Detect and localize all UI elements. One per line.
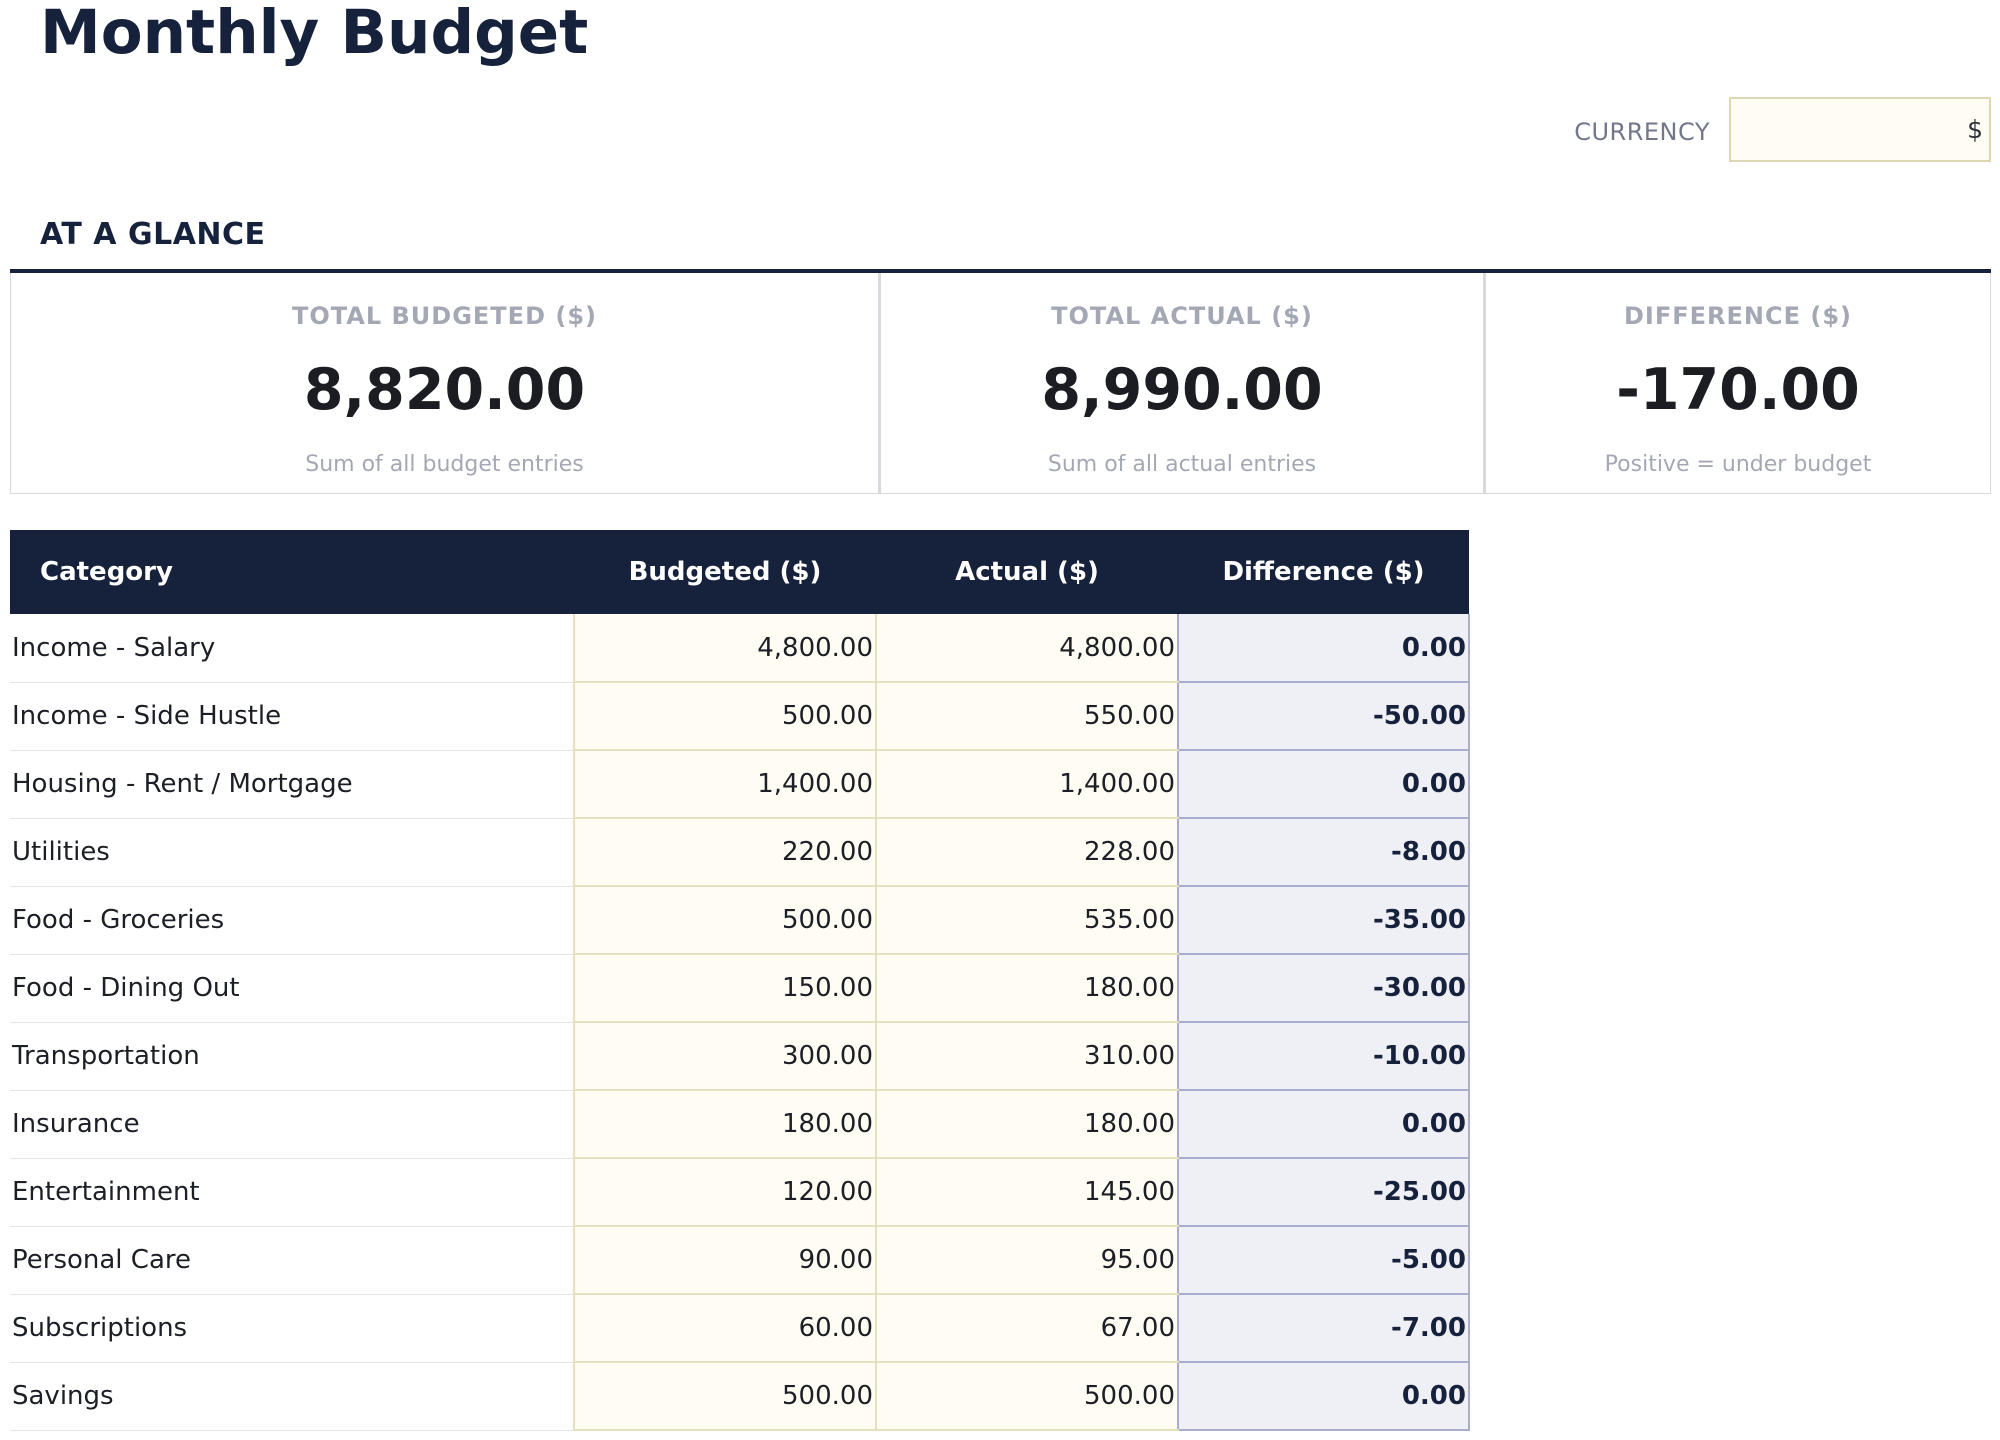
- table-row: Utilities 220.00 228.00 -8.00: [10, 818, 1470, 887]
- card-label: TOTAL ACTUAL ($): [1051, 302, 1313, 330]
- currency-label: CURRENCY: [1574, 118, 1710, 146]
- table-row: Income - Salary 4,800.00 4,800.00 0.00: [10, 614, 1470, 683]
- page-title: Monthly Budget: [40, 0, 589, 68]
- difference-cell: 0.00: [1177, 1362, 1470, 1431]
- category-cell: Subscriptions: [10, 1294, 574, 1363]
- column-header-category: Category: [10, 530, 574, 614]
- category-cell: Transportation: [10, 1022, 574, 1091]
- difference-cell: 0.00: [1177, 750, 1470, 819]
- difference-cell: -10.00: [1177, 1022, 1470, 1091]
- currency-input[interactable]: [1729, 97, 1991, 162]
- category-cell: Entertainment: [10, 1158, 574, 1227]
- table-row: Personal Care 90.00 95.00 -5.00: [10, 1226, 1470, 1295]
- actual-cell[interactable]: 550.00: [875, 682, 1179, 751]
- total-budgeted-card: TOTAL BUDGETED ($) 8,820.00 Sum of all b…: [10, 273, 879, 494]
- at-a-glance-heading: AT A GLANCE: [40, 217, 266, 252]
- category-cell: Personal Care: [10, 1226, 574, 1295]
- category-cell: Insurance: [10, 1090, 574, 1159]
- column-header-actual: Actual ($): [876, 530, 1178, 614]
- difference-cell: -25.00: [1177, 1158, 1470, 1227]
- card-note: Sum of all actual entries: [1047, 452, 1317, 477]
- table-row: Savings 500.00 500.00 0.00: [10, 1362, 1470, 1431]
- category-cell: Income - Side Hustle: [10, 682, 574, 751]
- actual-cell[interactable]: 1,400.00: [875, 750, 1179, 819]
- table-row: Subscriptions 60.00 67.00 -7.00: [10, 1294, 1470, 1363]
- category-cell: Food - Groceries: [10, 886, 574, 955]
- category-cell: Utilities: [10, 818, 574, 887]
- actual-cell[interactable]: 310.00: [875, 1022, 1179, 1091]
- budgeted-cell[interactable]: 150.00: [573, 954, 877, 1023]
- table-row: Food - Dining Out 150.00 180.00 -30.00: [10, 954, 1470, 1023]
- card-value: 8,990.00: [1041, 357, 1323, 423]
- column-header-difference: Difference ($): [1178, 530, 1469, 614]
- card-value: -170.00: [1616, 357, 1860, 423]
- difference-cell: -7.00: [1177, 1294, 1470, 1363]
- table-row: Income - Side Hustle 500.00 550.00 -50.0…: [10, 682, 1470, 751]
- actual-cell[interactable]: 4,800.00: [875, 614, 1179, 683]
- budgeted-cell[interactable]: 4,800.00: [573, 614, 877, 683]
- actual-cell[interactable]: 228.00: [875, 818, 1179, 887]
- table-row: Food - Groceries 500.00 535.00 -35.00: [10, 886, 1470, 955]
- budgeted-cell[interactable]: 300.00: [573, 1022, 877, 1091]
- column-header-budgeted: Budgeted ($): [574, 530, 876, 614]
- actual-cell[interactable]: 180.00: [875, 954, 1179, 1023]
- budgeted-cell[interactable]: 1,400.00: [573, 750, 877, 819]
- category-cell: Food - Dining Out: [10, 954, 574, 1023]
- actual-cell[interactable]: 535.00: [875, 886, 1179, 955]
- actual-cell[interactable]: 180.00: [875, 1090, 1179, 1159]
- category-cell: Housing - Rent / Mortgage: [10, 750, 574, 819]
- difference-cell: -50.00: [1177, 682, 1470, 751]
- actual-cell[interactable]: 95.00: [875, 1226, 1179, 1295]
- total-actual-card: TOTAL ACTUAL ($) 8,990.00 Sum of all act…: [879, 273, 1484, 494]
- budgeted-cell[interactable]: 500.00: [573, 682, 877, 751]
- difference-cell: -35.00: [1177, 886, 1470, 955]
- difference-cell: -30.00: [1177, 954, 1470, 1023]
- budgeted-cell[interactable]: 500.00: [573, 1362, 877, 1431]
- category-cell: Income - Salary: [10, 614, 574, 683]
- budgeted-cell[interactable]: 90.00: [573, 1226, 877, 1295]
- budgeted-cell[interactable]: 60.00: [573, 1294, 877, 1363]
- difference-cell: 0.00: [1177, 1090, 1470, 1159]
- card-note: Positive = under budget: [1604, 452, 1872, 477]
- budgeted-cell[interactable]: 500.00: [573, 886, 877, 955]
- difference-cell: -8.00: [1177, 818, 1470, 887]
- difference-cell: 0.00: [1177, 614, 1470, 683]
- table-row: Insurance 180.00 180.00 0.00: [10, 1090, 1470, 1159]
- budgeted-cell[interactable]: 180.00: [573, 1090, 877, 1159]
- table-row: Transportation 300.00 310.00 -10.00: [10, 1022, 1470, 1091]
- table-row: Housing - Rent / Mortgage 1,400.00 1,400…: [10, 750, 1470, 819]
- actual-cell[interactable]: 500.00: [875, 1362, 1179, 1431]
- actual-cell[interactable]: 145.00: [875, 1158, 1179, 1227]
- table-row: Entertainment 120.00 145.00 -25.00: [10, 1158, 1470, 1227]
- card-note: Sum of all budget entries: [305, 452, 584, 477]
- actual-cell[interactable]: 67.00: [875, 1294, 1179, 1363]
- table-header-row: Category Budgeted ($) Actual ($) Differe…: [10, 530, 1469, 614]
- budgeted-cell[interactable]: 220.00: [573, 818, 877, 887]
- budgeted-cell[interactable]: 120.00: [573, 1158, 877, 1227]
- summary-cards: TOTAL BUDGETED ($) 8,820.00 Sum of all b…: [10, 269, 1991, 494]
- difference-cell: -5.00: [1177, 1226, 1470, 1295]
- budget-table: Category Budgeted ($) Actual ($) Differe…: [10, 530, 1470, 1431]
- card-value: 8,820.00: [303, 357, 586, 423]
- category-cell: Savings: [10, 1362, 574, 1431]
- difference-card: DIFFERENCE ($) -170.00 Positive = under …: [1484, 273, 1991, 494]
- card-label: DIFFERENCE ($): [1624, 302, 1852, 330]
- card-label: TOTAL BUDGETED ($): [292, 302, 597, 330]
